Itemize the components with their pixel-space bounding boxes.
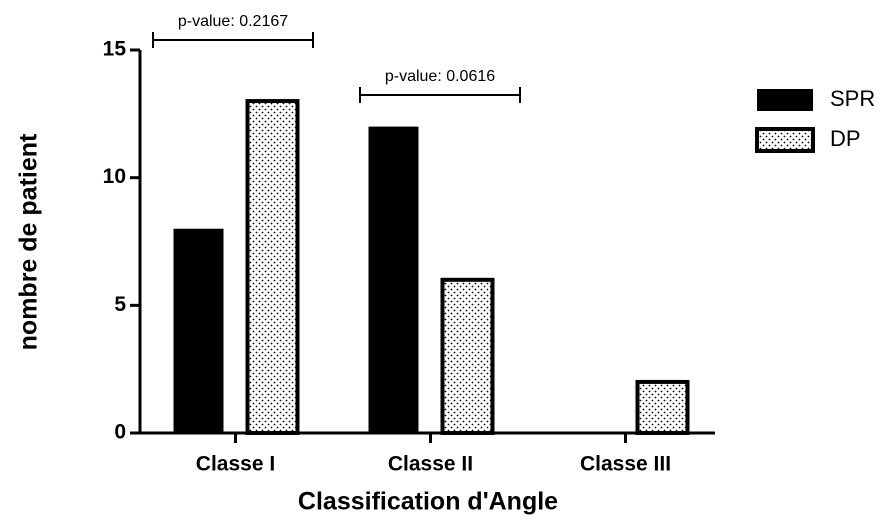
x-tick-label: Classe III xyxy=(580,453,671,476)
annotation: p-value: 0.0616 xyxy=(385,68,495,85)
bar xyxy=(245,99,300,435)
y-tick-label: 0 xyxy=(114,421,126,444)
x-tick-label: Classe I xyxy=(196,453,275,476)
y-axis-title: nombre de patient xyxy=(15,133,43,350)
y-tick-label: 5 xyxy=(114,293,126,316)
x-axis-title: Classification d'Angle xyxy=(298,488,558,516)
bar xyxy=(440,277,495,435)
bar xyxy=(635,379,690,435)
bar xyxy=(368,126,419,433)
bar xyxy=(173,228,224,433)
legend-label: SPR xyxy=(830,86,875,111)
y-tick-label: 15 xyxy=(103,38,127,61)
y-tick-label: 10 xyxy=(103,165,126,188)
legend-swatch xyxy=(755,127,815,153)
legend-swatch xyxy=(757,89,813,111)
annotation: p-value: 0.2167 xyxy=(178,13,288,30)
legend-label: DP xyxy=(830,126,861,151)
x-tick-label: Classe II xyxy=(388,453,473,476)
